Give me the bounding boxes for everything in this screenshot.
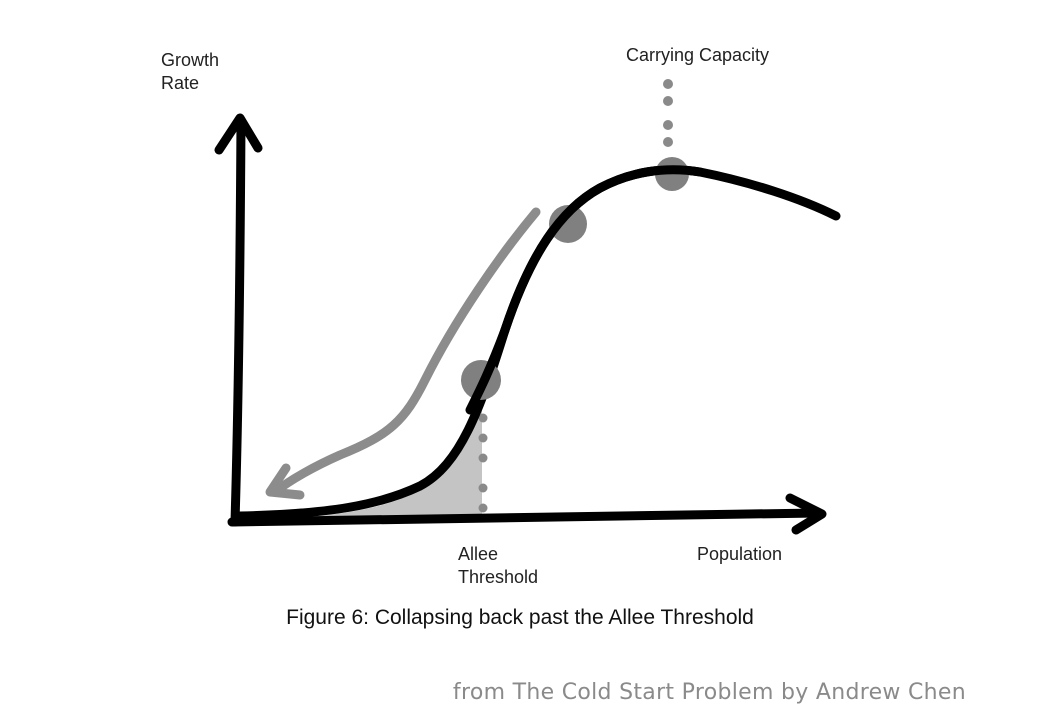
y-axis-label: Growth Rate bbox=[161, 50, 220, 93]
inflection-marker bbox=[549, 205, 587, 243]
allee-threshold-label: Allee Threshold bbox=[458, 544, 539, 587]
figure-caption: Figure 6: Collapsing back past the Allee… bbox=[286, 606, 754, 629]
allee-threshold-dotted-line bbox=[478, 413, 488, 513]
carrying-capacity-dotted-line bbox=[663, 79, 673, 147]
collapse-arrowhead bbox=[265, 463, 305, 500]
growth-curve-overlay bbox=[465, 165, 705, 415]
x-axis-arrowhead bbox=[785, 493, 827, 535]
source-attribution: from The Cold Start Problem by Andrew Ch… bbox=[452, 680, 966, 705]
carrying-capacity-label: Carrying Capacity bbox=[626, 45, 770, 65]
y-axis-arrowhead bbox=[214, 113, 263, 155]
x-axis bbox=[227, 508, 823, 527]
y-axis bbox=[230, 115, 246, 527]
collapse-arrow bbox=[270, 207, 541, 497]
x-axis-label: Population bbox=[697, 544, 783, 564]
